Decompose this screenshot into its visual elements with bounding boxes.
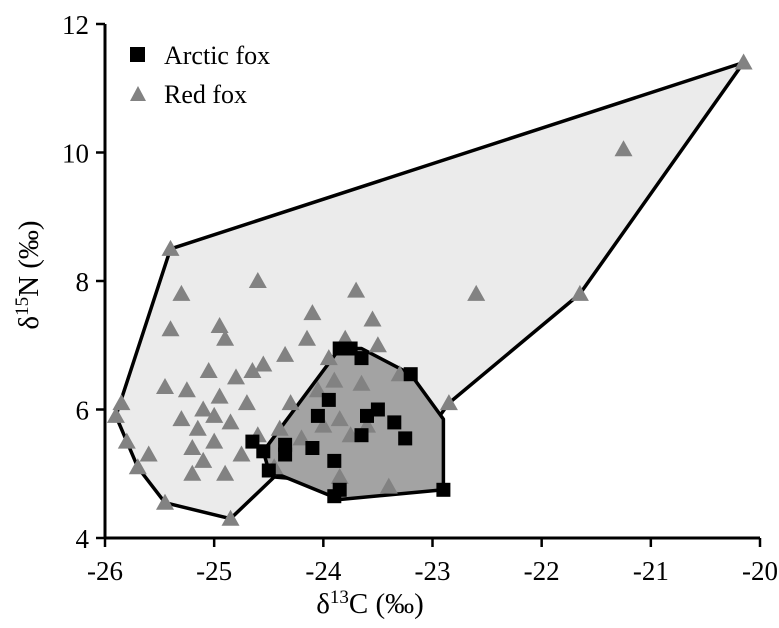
point-red-fox (281, 394, 300, 411)
point-arctic-fox (387, 415, 402, 430)
x-tick-label: -21 (633, 556, 669, 586)
point-red-fox (188, 419, 207, 436)
point-red-fox (128, 458, 147, 475)
point-red-fox (270, 419, 289, 436)
point-red-fox (216, 329, 235, 346)
data-points-layer (106, 53, 753, 526)
point-red-fox (314, 416, 333, 433)
x-tick-label: -25 (196, 556, 232, 586)
point-red-fox (199, 362, 218, 378)
point-red-fox (330, 468, 349, 484)
point-red-fox (467, 284, 486, 301)
point-red-fox (570, 284, 589, 301)
point-red-fox (363, 310, 382, 327)
x-tick-label: -26 (87, 556, 123, 586)
point-red-fox (221, 413, 240, 430)
point-red-fox (183, 464, 202, 481)
point-red-fox (156, 378, 174, 394)
point-red-fox (232, 445, 251, 462)
point-red-fox (227, 368, 245, 385)
legend-marker-red-fox (130, 86, 146, 101)
point-arctic-fox (360, 408, 374, 423)
point-red-fox (205, 432, 224, 449)
point-arctic-fox (321, 392, 336, 407)
point-red-fox (243, 362, 262, 378)
point-red-fox (614, 140, 633, 157)
point-red-fox (439, 394, 458, 411)
point-arctic-fox (332, 341, 347, 356)
point-red-fox (177, 381, 196, 398)
y-ticks: 4 6 8 10 12 (62, 10, 105, 554)
point-red-fox (330, 410, 349, 427)
point-red-fox (319, 349, 338, 366)
point-red-fox (161, 320, 180, 337)
point-red-fox (379, 477, 398, 494)
y-tick-label: 10 (62, 139, 89, 169)
point-red-fox (254, 355, 273, 372)
y-tick-label: 12 (62, 10, 89, 40)
point-red-fox (276, 345, 295, 362)
point-arctic-fox (327, 453, 342, 468)
y-axis-title: δ15N (‰) (12, 220, 46, 329)
point-red-fox (172, 284, 191, 301)
point-red-fox (210, 317, 229, 333)
point-arctic-fox (403, 367, 418, 382)
point-red-fox (139, 445, 158, 462)
legend-label-arctic-fox: Arctic fox (164, 41, 270, 70)
legend-marker-arctic-fox (130, 47, 145, 62)
point-arctic-fox (310, 408, 325, 423)
point-red-fox (237, 394, 256, 411)
point-red-fox (156, 493, 174, 510)
convex-hull-layer (114, 60, 746, 521)
point-arctic-fox (278, 437, 293, 452)
point-arctic-fox (332, 482, 347, 497)
point-arctic-fox (256, 444, 271, 459)
point-arctic-fox (305, 441, 320, 455)
legend: Arctic fox Red fox (130, 41, 270, 109)
point-red-fox (303, 304, 322, 321)
point-red-fox (117, 432, 136, 449)
x-tick-label: -20 (742, 556, 778, 586)
point-red-fox (194, 451, 213, 468)
point-arctic-fox (354, 428, 369, 443)
point-red-fox (368, 336, 387, 353)
x-tick-label: -23 (415, 556, 451, 586)
point-arctic-fox (398, 431, 413, 446)
point-red-fox (194, 400, 213, 417)
point-arctic-fox (436, 482, 451, 497)
point-red-fox (248, 272, 267, 288)
y-tick-label: 4 (76, 524, 90, 554)
point-arctic-fox (261, 463, 276, 478)
x-axis-title: δ13C (‰) (316, 587, 424, 621)
point-arctic-fox (370, 402, 385, 417)
x-tick-label: -24 (305, 556, 341, 586)
point-red-fox (161, 239, 180, 256)
point-red-fox (221, 509, 240, 526)
point-red-fox (106, 406, 125, 423)
point-red-fox (205, 406, 224, 423)
point-red-fox (183, 439, 202, 455)
point-red-fox (172, 410, 191, 427)
point-red-fox (112, 394, 131, 411)
legend-label-red-fox: Red fox (164, 80, 247, 109)
point-arctic-fox (245, 434, 260, 449)
y-tick-label: 6 (76, 396, 90, 426)
point-arctic-fox (354, 351, 369, 366)
point-red-fox (352, 374, 371, 391)
point-red-fox (734, 53, 753, 70)
y-tick-label: 8 (76, 267, 90, 297)
point-arctic-fox (343, 341, 358, 356)
x-tick-label: -22 (524, 556, 560, 586)
x-ticks: -26 -25 -24 -23 -22 -21 -20 (87, 538, 778, 586)
point-red-fox (210, 387, 229, 404)
point-red-fox (325, 371, 344, 388)
point-red-fox (298, 329, 316, 346)
point-red-fox (216, 464, 235, 481)
point-red-fox (347, 281, 366, 298)
